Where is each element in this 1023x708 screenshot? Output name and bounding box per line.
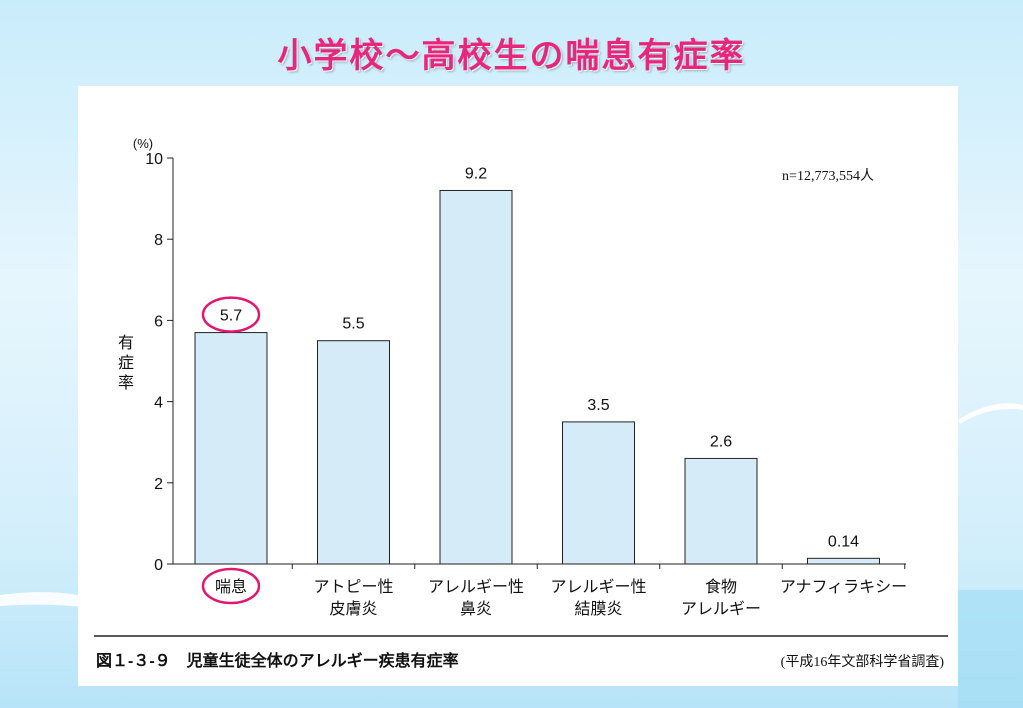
x-category-label: 結膜炎 — [574, 600, 622, 618]
sample-size-annotation: n=12,773,554人 — [782, 168, 874, 184]
bar-value-label: 3.5 — [587, 397, 609, 414]
bar — [317, 340, 390, 565]
chart-bars — [194, 189, 880, 565]
y-axis-label-char: 症 — [118, 354, 134, 372]
y-tick-label: 10 — [145, 151, 163, 168]
bar-value-label: 5.5 — [342, 316, 364, 333]
y-axis-label-char: 率 — [118, 374, 134, 392]
slide-title: 小学校～高校生の喘息有症率 — [277, 36, 746, 76]
y-tick-label: 6 — [154, 313, 163, 330]
bar-value-label: 2.6 — [710, 433, 732, 450]
y-tick-label: 0 — [154, 557, 163, 574]
bar-value-label: 5.7 — [220, 308, 242, 325]
bar — [807, 557, 880, 565]
y-tick-label: 8 — [154, 232, 163, 249]
figure-source: (平成16年文部科学省調査) — [781, 654, 945, 670]
bar — [684, 457, 758, 565]
chart-labels: 5.7喘息5.5アトピー性皮膚炎9.2アレルギー性鼻炎3.5アレルギー性結膜炎2… — [94, 165, 948, 670]
x-category-label: アレルギー性 — [428, 578, 524, 596]
y-axis-unit: (%) — [133, 136, 153, 151]
bar — [194, 332, 268, 565]
x-category-label: 皮膚炎 — [329, 600, 377, 618]
bar-value-label: 0.14 — [828, 533, 859, 550]
chart-figure: 0 2 4 6 8 10 (%) 有症率 5.7 喘息 5.5 アトピー性 皮膚炎 9.2 アレルギー性鼻… — [78, 86, 958, 686]
figure-caption: 図１-３-９ 児童生徒全体のアレルギー疾患有症率 — [96, 651, 459, 670]
bar — [562, 421, 635, 565]
y-axis-label-char: 有 — [118, 334, 134, 352]
x-category-label: 鼻炎 — [460, 600, 492, 618]
x-category-label: 食物 — [705, 578, 737, 596]
highlight-circle-value — [201, 296, 261, 333]
x-category-label: アレルギー性 — [550, 578, 646, 596]
y-tick-label: 4 — [154, 395, 163, 412]
highlight-circle-category — [201, 567, 261, 605]
x-category-label: アレルギー — [681, 600, 761, 618]
bar — [439, 189, 513, 565]
chart-axes: 0 2 4 6 8 10(%) 有症率 — [118, 136, 906, 574]
x-category-label: アナフィラキシー — [780, 579, 907, 596]
x-category-label: 喘息 — [215, 578, 247, 596]
x-category-label: アトピー性 — [313, 578, 393, 596]
y-tick-label: 2 — [154, 476, 163, 493]
bar-value-label: 9.2 — [465, 165, 487, 182]
